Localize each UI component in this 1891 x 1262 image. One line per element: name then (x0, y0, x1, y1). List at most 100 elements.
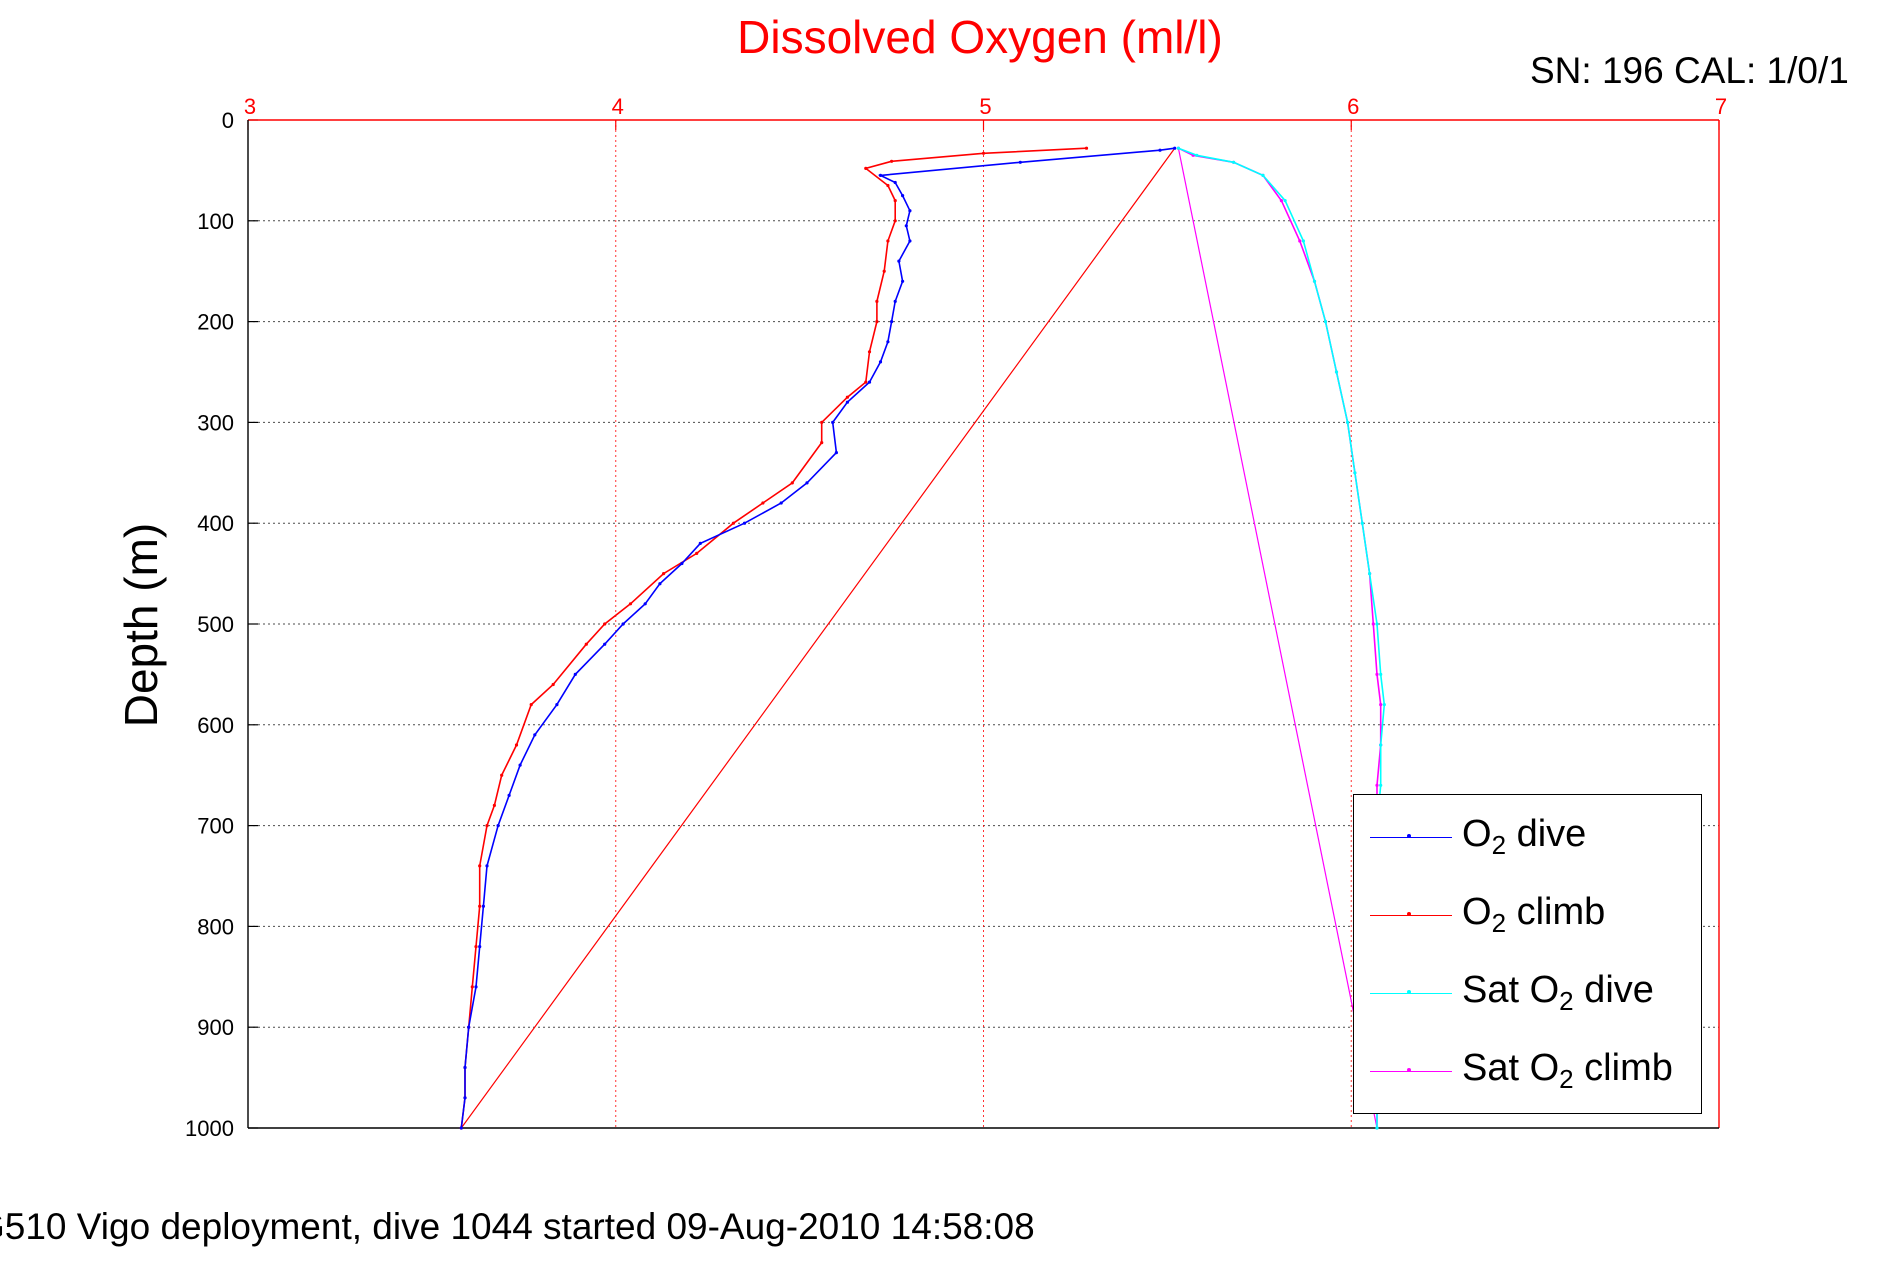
data-point (981, 151, 986, 155)
data-point (643, 602, 647, 606)
y-tick-label: 100 (197, 209, 234, 234)
data-point (478, 864, 482, 868)
data-point (1375, 1126, 1379, 1130)
data-point (779, 501, 783, 505)
legend-label-sat-o2-climb: Sat O2 climb (1462, 1047, 1673, 1094)
data-point (901, 194, 905, 198)
legend: O2 dive O2 climb Sat O2 dive Sat O2 clim… (1353, 794, 1702, 1114)
data-point (731, 521, 736, 525)
y-tick-label: 200 (197, 310, 234, 335)
data-point (481, 904, 485, 908)
x-tick-label: 7 (1715, 94, 1727, 119)
data-point (463, 1065, 467, 1070)
data-point (1375, 672, 1379, 677)
connector-line-1 (1177, 148, 1378, 1129)
legend-item-o2-climb: O2 climb (1354, 873, 1701, 951)
data-point (698, 541, 702, 546)
x-tick-label: 4 (612, 94, 624, 119)
data-point (1173, 146, 1177, 150)
data-point (820, 420, 824, 424)
legend-label-o2-climb: O2 climb (1462, 891, 1606, 938)
data-point (1298, 239, 1302, 243)
y-tick-label: 800 (197, 914, 234, 939)
data-point (467, 1025, 471, 1029)
data-point (1379, 703, 1383, 707)
x-tick-label: 5 (979, 94, 991, 119)
data-point (555, 703, 559, 707)
data-point (628, 602, 633, 606)
data-point (1158, 148, 1162, 152)
data-point (831, 420, 835, 424)
data-point (474, 945, 478, 949)
data-point (463, 1096, 467, 1100)
data-point (908, 209, 912, 213)
data-point (496, 824, 500, 828)
data-point (1084, 146, 1089, 150)
legend-marker-sat-o2-climb (1407, 1068, 1411, 1072)
data-point (761, 501, 765, 505)
data-point (878, 360, 883, 364)
data-point (901, 279, 905, 283)
data-point (1312, 279, 1317, 283)
data-point (514, 743, 519, 747)
data-point (1301, 239, 1305, 243)
legend-label-sat-o2-dive: Sat O2 dive (1462, 969, 1654, 1016)
data-point (478, 945, 482, 949)
data-point (1375, 622, 1379, 626)
chart-title: Dissolved Oxygen (ml/l) (737, 11, 1223, 63)
data-point (658, 582, 662, 586)
data-point (1379, 783, 1383, 787)
data-point (584, 642, 588, 646)
data-point (1371, 622, 1375, 626)
series-line-o2-dive (460, 147, 1175, 1129)
data-point (662, 572, 666, 576)
data-point (886, 340, 890, 344)
data-point (518, 763, 522, 767)
series-line-o2-climb (460, 147, 1087, 1129)
data-point (893, 199, 897, 203)
y-axis-label: Depth (m) (115, 522, 167, 728)
legend-swatch-sat-o2-dive (1370, 993, 1452, 994)
legend-item-sat-o2-dive: Sat O2 dive (1354, 951, 1701, 1029)
data-point (1279, 199, 1283, 203)
data-point (867, 380, 872, 384)
data-point (485, 824, 489, 828)
data-point (1232, 160, 1236, 164)
data-point (864, 380, 868, 384)
data-point (890, 159, 894, 163)
legend-marker-o2-dive (1407, 834, 1411, 838)
data-point (500, 773, 504, 777)
data-point (834, 451, 839, 455)
data-point (507, 793, 511, 798)
data-point (470, 985, 474, 989)
y-tick-label: 400 (197, 511, 234, 536)
data-point (485, 864, 489, 868)
serial-calibration-label: SN: 196 CAL: 1/0/1 (1530, 50, 1849, 91)
y-tick-label: 700 (197, 814, 234, 839)
data-point (897, 259, 901, 263)
x-tick-label: 6 (1347, 94, 1359, 119)
data-point (1018, 160, 1022, 164)
y-tick-label: 0 (222, 108, 234, 133)
deployment-caption: G510 Vigo deployment, dive 1044 started … (0, 1206, 1035, 1247)
legend-marker-sat-o2-dive (1407, 990, 1411, 994)
data-point (882, 269, 886, 273)
data-point (1176, 146, 1180, 150)
data-point (1360, 521, 1364, 525)
data-point (603, 622, 607, 626)
legend-label-o2-dive: O2 dive (1462, 813, 1587, 860)
data-point (864, 166, 868, 170)
data-point (603, 642, 607, 646)
data-point (904, 224, 908, 228)
data-point (805, 481, 809, 485)
connector-line-0 (460, 147, 1176, 1129)
y-tick-label: 500 (197, 612, 234, 637)
y-tick-label: 600 (197, 713, 234, 738)
data-point (474, 985, 478, 989)
data-point (742, 521, 747, 525)
legend-swatch-sat-o2-climb (1370, 1071, 1452, 1072)
y-tick-label: 1000 (185, 1116, 234, 1141)
data-point (621, 622, 625, 626)
data-point (1323, 320, 1328, 324)
